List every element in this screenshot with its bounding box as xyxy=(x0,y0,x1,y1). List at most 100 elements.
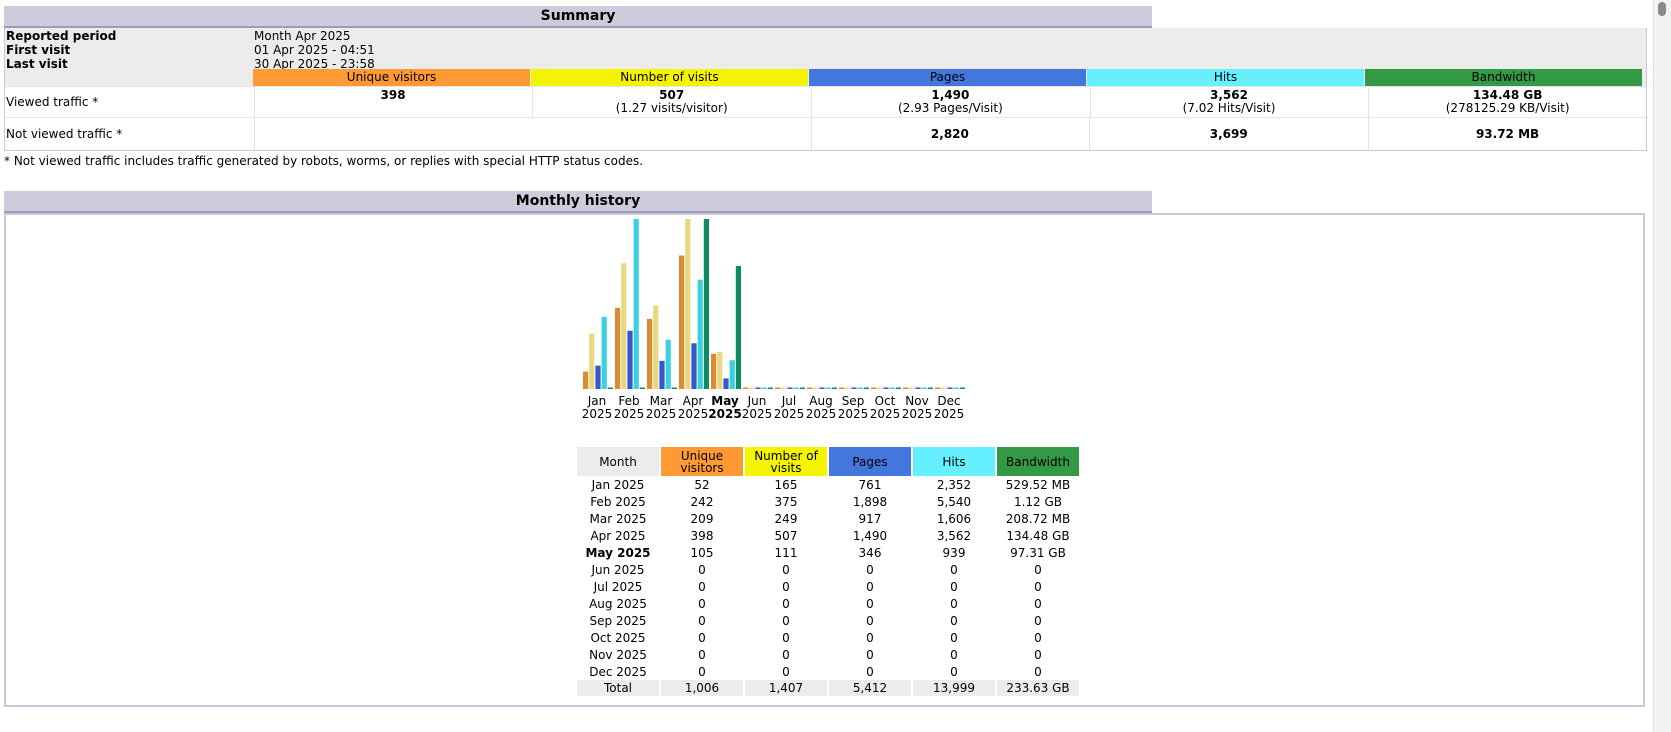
bar-aug-hits xyxy=(825,387,831,389)
bar-dec-hits xyxy=(953,387,959,389)
viewed-visits: 507 (1.27 visits/visitor) xyxy=(532,87,810,117)
table-row: Dec 2025 0 0 0 0 0 xyxy=(577,663,1079,680)
bar-jan-number-of-visits xyxy=(589,333,595,389)
viewed-bandwidth-value: 134.48 GB xyxy=(1472,88,1543,102)
x-tick-month: Feb xyxy=(618,394,639,408)
viewed-visits-ratio: (1.27 visits/visitor) xyxy=(615,101,728,115)
vertical-scrollbar[interactable] xyxy=(1653,0,1671,732)
row-month: Sep 2025 xyxy=(589,613,647,628)
x-tick-month: Apr xyxy=(683,394,704,408)
row-pages: 0 xyxy=(866,596,874,611)
bar-nov-pages xyxy=(915,387,921,389)
bar-feb-pages xyxy=(627,330,633,389)
row-pages: 0 xyxy=(866,579,874,594)
summary-header-blank xyxy=(5,69,252,86)
bar-oct-hits xyxy=(889,387,895,389)
row-bandwidth: 0 xyxy=(1034,596,1042,611)
viewed-hits-ratio: (7.02 Hits/Visit) xyxy=(1182,101,1276,115)
x-tick-year: 2025 xyxy=(646,407,677,421)
row-unique-visitors: 105 xyxy=(690,545,714,560)
bar-sep-pages xyxy=(851,387,857,389)
row-hits: 0 xyxy=(950,596,958,611)
row-visits: 249 xyxy=(774,511,798,526)
summary-info: Reported period Month Apr 2025 First vis… xyxy=(5,28,1646,71)
row-bandwidth: 0 xyxy=(1034,630,1042,645)
row-pages: 0 xyxy=(866,630,874,645)
row-month: Feb 2025 xyxy=(590,494,646,509)
bar-nov-hits xyxy=(921,387,927,389)
bar-mar-bandwidth xyxy=(671,387,677,389)
last-visit-value: 30 Apr 2025 - 23:58 xyxy=(254,57,375,71)
total-hits: 13,999 xyxy=(913,680,995,696)
row-unique-visitors: 0 xyxy=(698,562,706,577)
bar-dec-unique-visitors xyxy=(935,387,941,389)
row-bandwidth: 134.48 GB xyxy=(1006,528,1070,543)
bar-apr-number-of-visits xyxy=(685,219,691,389)
bar-feb-hits xyxy=(633,219,639,389)
row-pages: 1,490 xyxy=(852,528,888,543)
x-tick-year: 2025 xyxy=(774,407,805,421)
bar-may-bandwidth xyxy=(735,265,741,389)
col-hits: Hits xyxy=(913,447,995,476)
x-tick-year: 2025 xyxy=(708,407,741,421)
row-visits: 0 xyxy=(782,664,790,679)
reported-period-value: Month Apr 2025 xyxy=(254,29,351,43)
bar-aug-pages xyxy=(819,387,825,389)
header-bandwidth: Bandwidth xyxy=(1365,69,1642,86)
scrollbar-thumb[interactable] xyxy=(1658,2,1666,16)
bar-apr-hits xyxy=(697,279,703,389)
col-unique-visitors: Unique visitors xyxy=(661,447,743,476)
bar-jan-pages xyxy=(595,365,601,389)
bar-dec-number-of-visits xyxy=(941,387,947,389)
row-bandwidth: 0 xyxy=(1034,647,1042,662)
monthly-table-header: Month Unique visitors Number of visits P… xyxy=(577,447,1079,476)
row-month: Aug 2025 xyxy=(589,596,647,611)
row-bandwidth: 0 xyxy=(1034,613,1042,628)
row-bandwidth: 0 xyxy=(1034,579,1042,594)
viewed-traffic-row: Viewed traffic * 398 507 (1.27 visits/vi… xyxy=(5,86,1646,117)
viewed-bandwidth: 134.48 GB (278125.29 KB/Visit) xyxy=(1368,87,1646,117)
total-unique-visitors: 1,006 xyxy=(661,680,743,696)
not-viewed-traffic-label: Not viewed traffic * xyxy=(6,127,123,141)
bar-sep-unique-visitors xyxy=(839,387,845,389)
summary-table: Reported period Month Apr 2025 First vis… xyxy=(4,28,1647,151)
row-unique-visitors: 242 xyxy=(690,494,714,509)
bar-feb-bandwidth xyxy=(639,387,645,389)
x-tick-month: Dec xyxy=(937,394,960,408)
row-pages: 761 xyxy=(858,477,882,492)
row-hits: 5,540 xyxy=(936,494,972,509)
bar-jun-hits xyxy=(761,387,767,389)
bar-jan-unique-visitors xyxy=(583,371,589,389)
bar-apr-pages xyxy=(691,343,697,389)
monthly-history-title: Monthly history xyxy=(4,191,1152,213)
bar-aug-bandwidth xyxy=(831,387,837,389)
row-pages: 917 xyxy=(858,511,882,526)
row-visits: 0 xyxy=(782,613,790,628)
row-month: Mar 2025 xyxy=(589,511,647,526)
x-tick-year: 2025 xyxy=(870,407,901,421)
row-unique-visitors: 209 xyxy=(690,511,714,526)
viewed-pages-value: 1,490 xyxy=(931,88,970,102)
header-number-of-visits: Number of visits xyxy=(531,69,808,86)
bar-jun-pages xyxy=(755,387,761,389)
bar-jul-bandwidth xyxy=(799,387,805,389)
table-row: Aug 2025 0 0 0 0 0 xyxy=(577,595,1079,612)
summary-header-row: Unique visitors Number of visits Pages H… xyxy=(5,69,1646,86)
row-hits: 0 xyxy=(950,613,958,628)
x-tick-month: Jan xyxy=(587,394,607,408)
not-viewed-hits-value: 3,699 xyxy=(1209,127,1248,141)
not-viewed-pages-value: 2,820 xyxy=(930,127,969,141)
x-tick-month: Jun xyxy=(747,394,767,408)
row-unique-visitors: 0 xyxy=(698,630,706,645)
total-bandwidth: 233.63 GB xyxy=(997,680,1079,696)
row-hits: 2,352 xyxy=(936,477,972,492)
bar-oct-number-of-visits xyxy=(877,387,883,389)
row-month: Jul 2025 xyxy=(593,579,643,594)
bar-apr-bandwidth xyxy=(703,219,709,389)
bar-jun-unique-visitors xyxy=(743,387,749,389)
bar-mar-unique-visitors xyxy=(647,318,653,389)
bar-mar-number-of-visits xyxy=(653,305,659,389)
col-number-of-visits: Number of visits xyxy=(745,447,827,476)
row-month: Jan 2025 xyxy=(591,477,645,492)
row-bandwidth: 529.52 MB xyxy=(1005,477,1071,492)
